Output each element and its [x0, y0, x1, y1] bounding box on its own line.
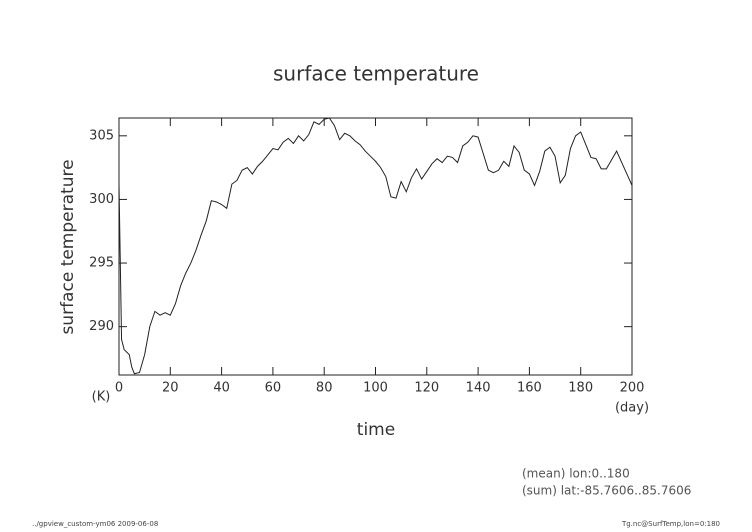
x-tick-label: 120 [414, 381, 439, 396]
footer-left: ../gpview_custom-ym06 2009-06-08 [32, 520, 158, 528]
x-tick-label: 140 [466, 381, 491, 396]
chart-title: surface temperature [273, 62, 479, 86]
x-tick-label: 80 [316, 381, 333, 396]
y-tick-label: 300 [89, 192, 114, 207]
footer-right: Tg.nc@SurfTemp,lon=0:180 [621, 520, 720, 528]
x-tick-label: 200 [620, 381, 645, 396]
x-axis-label: time [357, 420, 395, 440]
x-axis-unit: (day) [615, 401, 649, 416]
x-tick-label: 20 [162, 381, 179, 396]
x-tick-label: 100 [363, 381, 388, 396]
x-tick-label: 40 [213, 381, 230, 396]
x-tick-label: 180 [568, 381, 593, 396]
x-tick-label: 60 [265, 381, 282, 396]
data-line [118, 117, 633, 375]
note: (sum) lat:-85.7606..85.7606 [522, 484, 691, 498]
y-tick-label: 305 [89, 128, 114, 143]
x-tick-label: 0 [115, 381, 123, 396]
y-axis-unit: (K) [92, 390, 111, 405]
x-tick-label: 160 [517, 381, 542, 396]
y-tick-label: 290 [89, 319, 114, 334]
y-tick-label: 295 [89, 256, 114, 271]
note: (mean) lon:0..180 [522, 467, 630, 481]
y-axis-label: surface temperature [58, 159, 78, 334]
